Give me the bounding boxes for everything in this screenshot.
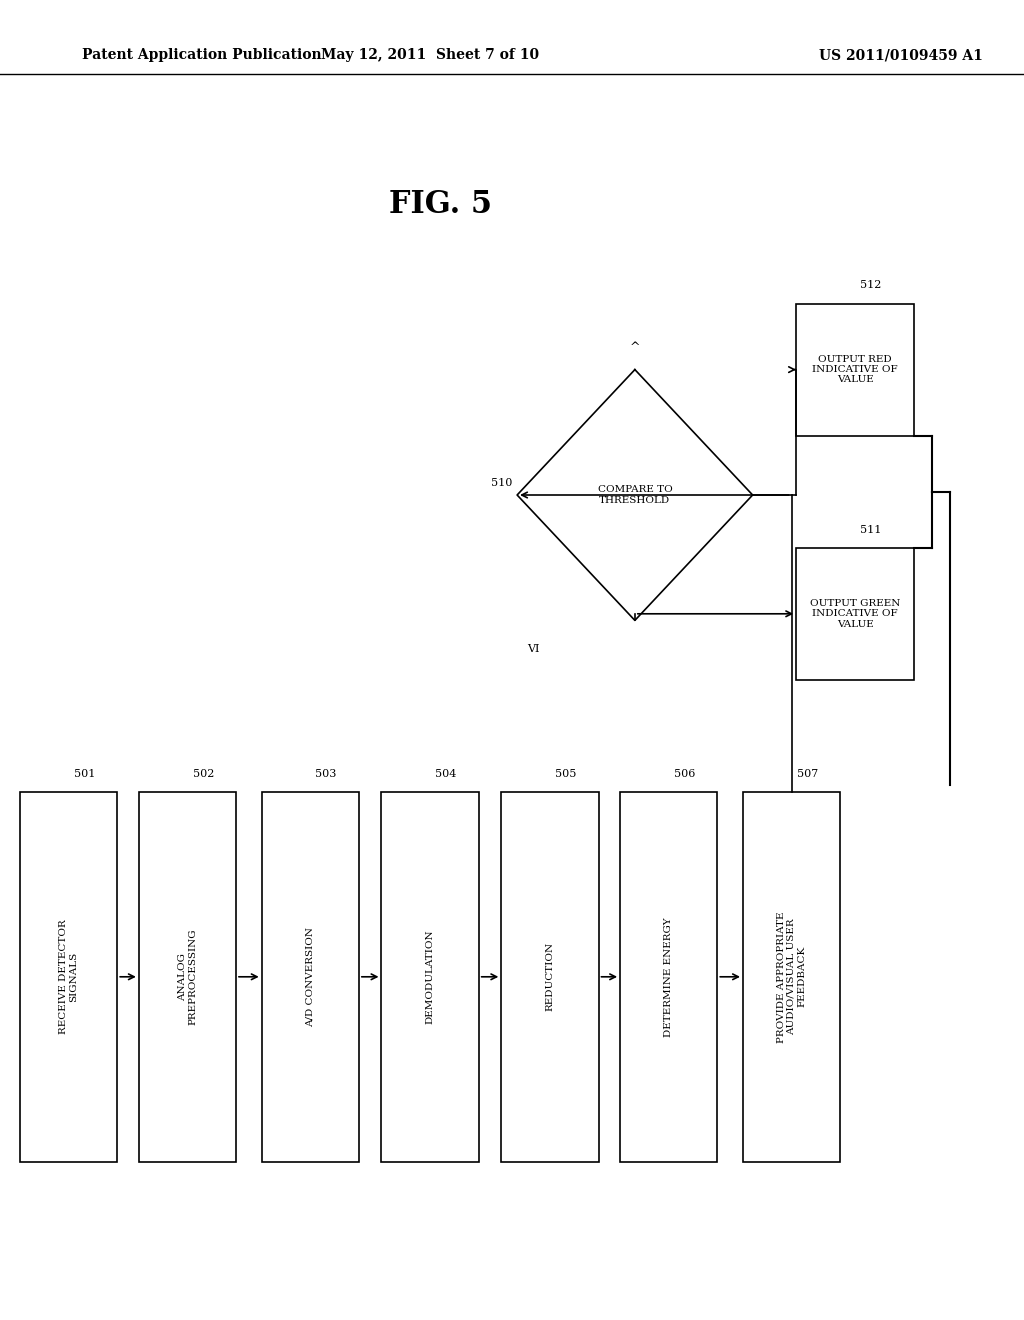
Text: REDUCTION: REDUCTION [546, 942, 554, 1011]
Text: 502: 502 [193, 768, 214, 779]
Text: 504: 504 [435, 768, 457, 779]
Text: 512: 512 [860, 280, 882, 290]
Text: DETERMINE ENERGY: DETERMINE ENERGY [665, 917, 673, 1036]
Text: PROVIDE APPROPRIATE
AUDIO/VISUAL USER
FEEDBACK: PROVIDE APPROPRIATE AUDIO/VISUAL USER FE… [776, 911, 807, 1043]
Text: FIG. 5: FIG. 5 [389, 189, 492, 220]
Text: 503: 503 [315, 768, 337, 779]
Text: A/D CONVERSION: A/D CONVERSION [306, 927, 314, 1027]
Text: ANALOG
PREPROCESSING: ANALOG PREPROCESSING [178, 928, 197, 1026]
Text: Patent Application Publication: Patent Application Publication [82, 49, 322, 62]
Polygon shape [517, 370, 753, 620]
Text: 510: 510 [490, 478, 512, 488]
Text: 501: 501 [74, 768, 95, 779]
FancyBboxPatch shape [797, 304, 913, 436]
Text: 511: 511 [860, 524, 882, 535]
FancyBboxPatch shape [381, 792, 479, 1162]
FancyBboxPatch shape [20, 792, 117, 1162]
Text: OUTPUT GREEN
INDICATIVE OF
VALUE: OUTPUT GREEN INDICATIVE OF VALUE [810, 599, 900, 628]
FancyBboxPatch shape [139, 792, 236, 1162]
Text: COMPARE TO
THRESHOLD: COMPARE TO THRESHOLD [598, 486, 672, 504]
Text: OUTPUT RED
INDICATIVE OF
VALUE: OUTPUT RED INDICATIVE OF VALUE [812, 355, 898, 384]
Text: RECEIVE DETECTOR
SIGNALS: RECEIVE DETECTOR SIGNALS [59, 920, 78, 1034]
FancyBboxPatch shape [621, 792, 717, 1162]
FancyBboxPatch shape [743, 792, 840, 1162]
Text: US 2011/0109459 A1: US 2011/0109459 A1 [819, 49, 983, 62]
Text: ^: ^ [630, 341, 640, 354]
FancyBboxPatch shape [262, 792, 359, 1162]
Text: 506: 506 [674, 768, 695, 779]
Text: May 12, 2011  Sheet 7 of 10: May 12, 2011 Sheet 7 of 10 [321, 49, 540, 62]
Text: DEMODULATION: DEMODULATION [426, 929, 434, 1024]
FancyBboxPatch shape [502, 792, 598, 1162]
Text: 505: 505 [555, 768, 577, 779]
Text: VI: VI [527, 644, 540, 655]
FancyBboxPatch shape [797, 548, 913, 680]
Text: 507: 507 [797, 768, 818, 779]
